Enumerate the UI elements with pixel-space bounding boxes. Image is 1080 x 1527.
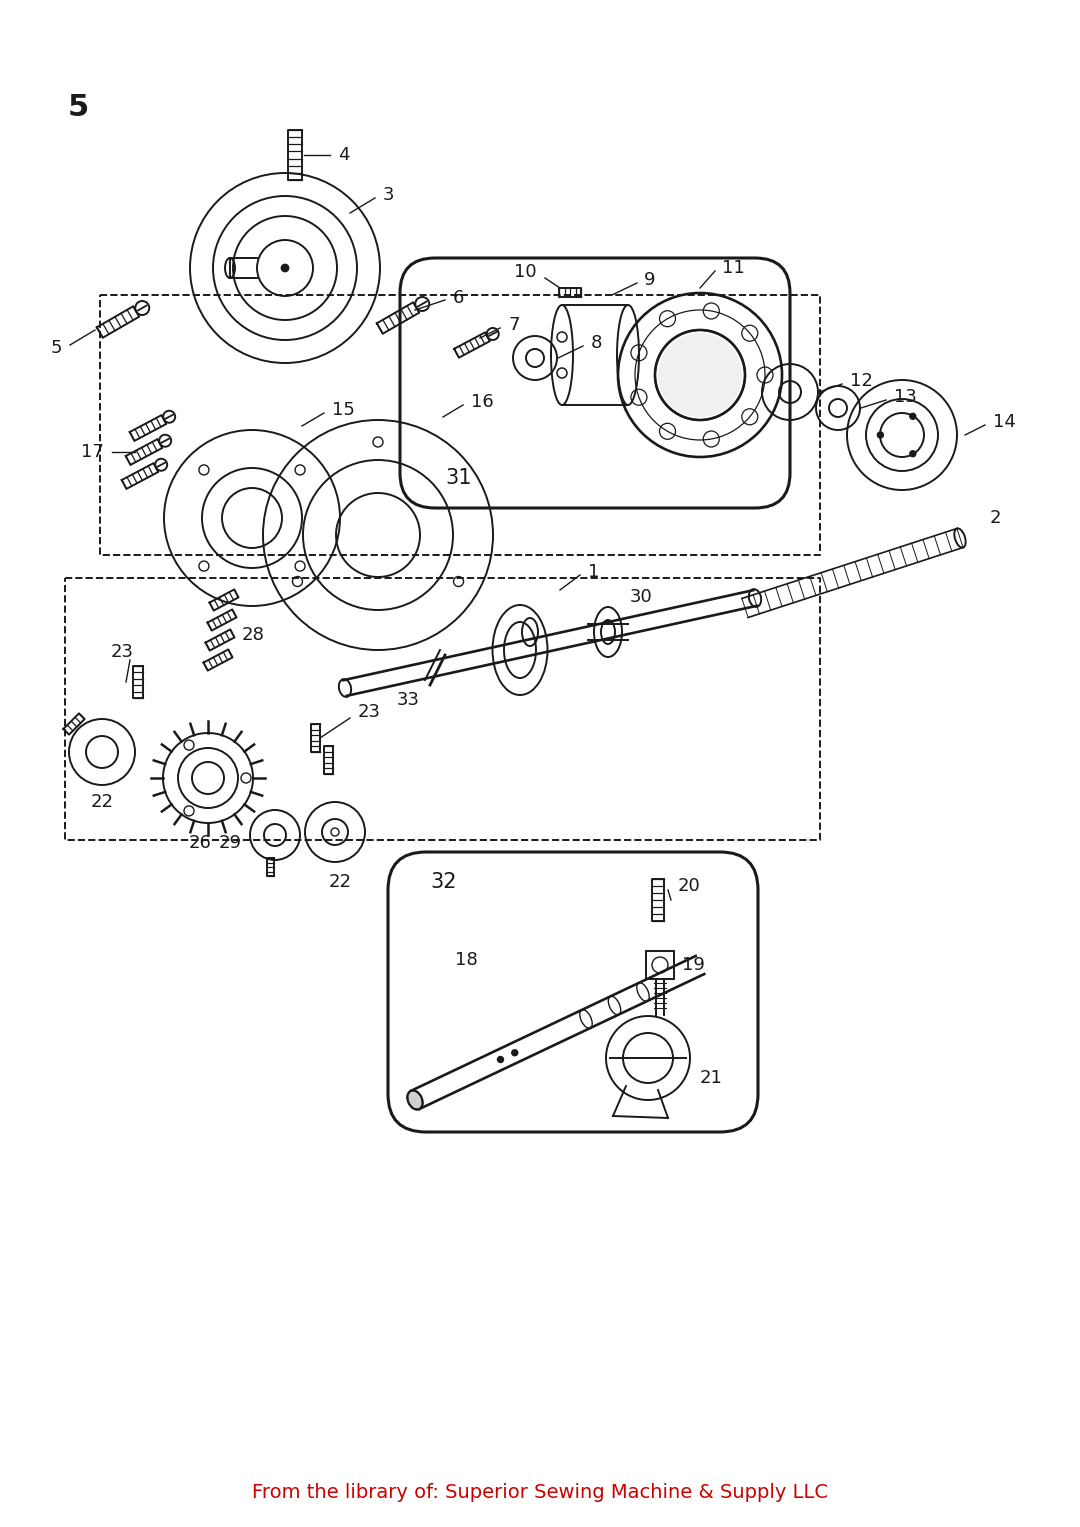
Circle shape — [658, 333, 742, 417]
Text: 11: 11 — [723, 260, 745, 276]
Text: 5: 5 — [67, 93, 89, 122]
Text: 1: 1 — [588, 563, 599, 580]
Text: 16: 16 — [471, 392, 494, 411]
Text: 18: 18 — [455, 951, 477, 970]
Ellipse shape — [407, 1090, 422, 1110]
Text: 9: 9 — [644, 270, 656, 289]
Text: 23: 23 — [110, 643, 134, 661]
Bar — [646, 951, 674, 979]
Text: 21: 21 — [700, 1069, 723, 1087]
Text: 28: 28 — [242, 626, 265, 644]
Text: 30: 30 — [630, 588, 652, 606]
Text: 23: 23 — [357, 702, 381, 721]
Text: 5: 5 — [51, 339, 62, 357]
Text: 29: 29 — [218, 834, 242, 852]
Text: 15: 15 — [332, 402, 355, 418]
Text: 2: 2 — [990, 508, 1001, 527]
Text: 19: 19 — [681, 956, 705, 974]
Circle shape — [909, 450, 916, 457]
Text: 26: 26 — [189, 834, 212, 852]
Text: 12: 12 — [850, 373, 873, 389]
Text: 3: 3 — [383, 186, 394, 205]
Text: 31: 31 — [445, 467, 472, 489]
Text: 6: 6 — [453, 289, 464, 307]
Text: 13: 13 — [894, 388, 917, 406]
Text: From the library of: Superior Sewing Machine & Supply LLC: From the library of: Superior Sewing Mac… — [252, 1483, 828, 1501]
Text: 17: 17 — [81, 443, 104, 461]
Text: 10: 10 — [514, 263, 537, 281]
Circle shape — [877, 432, 883, 438]
Circle shape — [498, 1057, 503, 1063]
Circle shape — [512, 1049, 517, 1055]
Text: 7: 7 — [508, 316, 519, 334]
Text: 8: 8 — [591, 334, 603, 353]
Text: 22: 22 — [91, 793, 113, 811]
Text: 22: 22 — [328, 873, 351, 890]
Text: 32: 32 — [430, 872, 457, 892]
Text: 33: 33 — [396, 692, 419, 709]
Circle shape — [909, 414, 916, 420]
Circle shape — [282, 266, 288, 270]
Text: 14: 14 — [993, 412, 1016, 431]
Text: 20: 20 — [678, 876, 701, 895]
Text: 4: 4 — [338, 147, 350, 163]
